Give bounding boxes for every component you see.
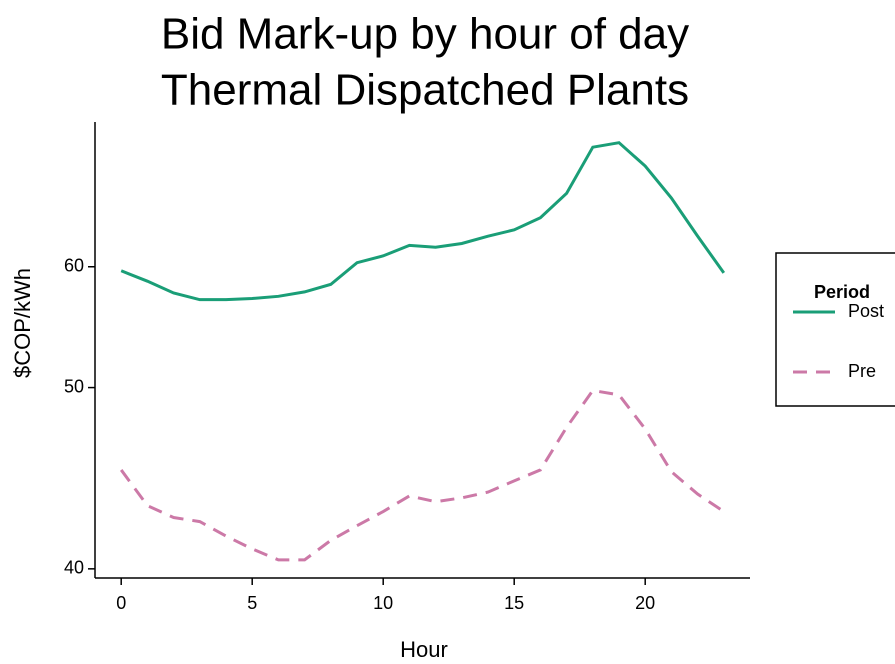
x-tick-label: 0 <box>116 593 126 613</box>
chart-title: Bid Mark-up by hour of day <box>161 10 689 59</box>
legend-label: Pre <box>848 361 876 381</box>
x-tick-label: 5 <box>247 593 257 613</box>
y-tick-label: 60 <box>64 255 84 275</box>
x-tick-label: 10 <box>373 593 393 613</box>
y-tick-label: 50 <box>64 376 84 396</box>
legend-box <box>775 252 895 407</box>
y-axis-label: $COP/kWh <box>10 268 35 378</box>
x-axis-label: Hour <box>400 637 448 662</box>
legend-label: Post <box>848 301 884 321</box>
data-line <box>120 141 726 302</box>
legend-title: Period <box>814 282 870 302</box>
x-tick-label: 15 <box>504 593 524 613</box>
chart-title: Thermal Dispatched Plants <box>161 66 689 115</box>
y-tick-label: 40 <box>64 558 84 578</box>
x-tick-label: 20 <box>635 593 655 613</box>
data-line <box>119 388 725 562</box>
